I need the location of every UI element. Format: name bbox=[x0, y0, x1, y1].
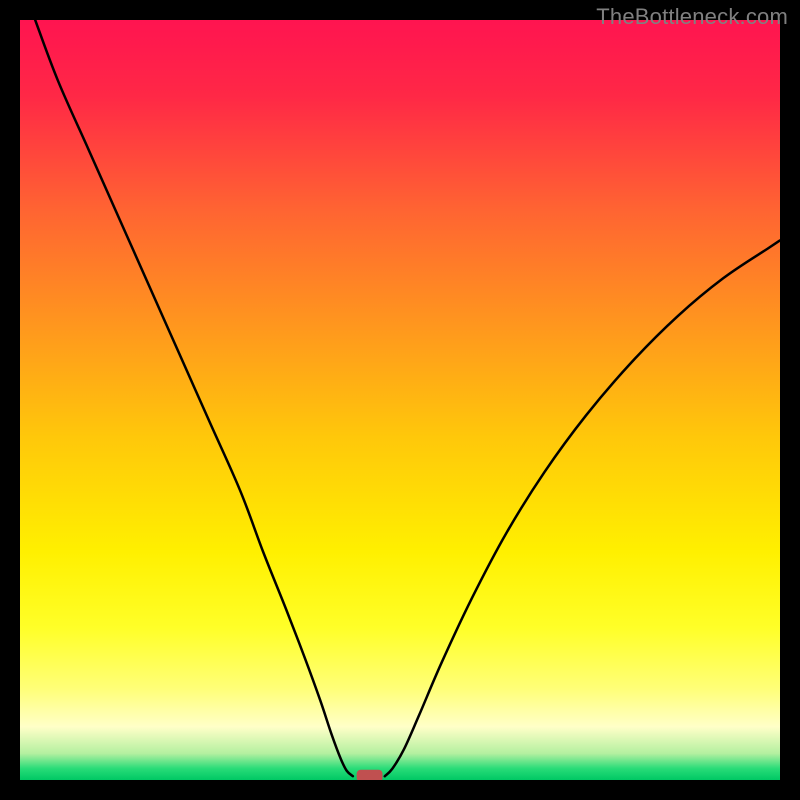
chart-svg bbox=[20, 20, 780, 780]
watermark-label: TheBottleneck.com bbox=[596, 4, 788, 30]
plot-area bbox=[20, 20, 780, 780]
chart-background bbox=[20, 20, 780, 780]
optimum-marker bbox=[357, 770, 383, 780]
